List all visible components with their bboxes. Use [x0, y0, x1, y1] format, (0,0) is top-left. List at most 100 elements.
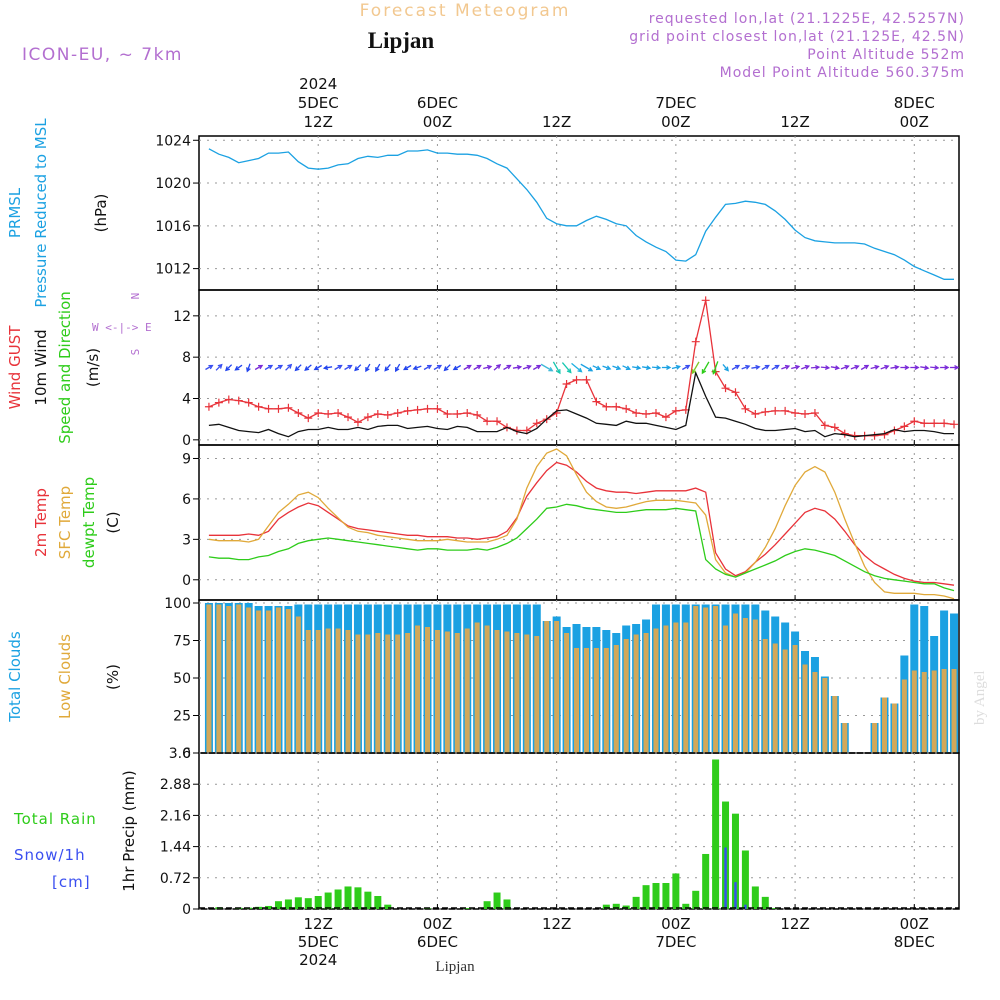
arrow-head [452, 365, 458, 371]
top-tick-label: 2024 [299, 75, 337, 93]
rain-bar [384, 904, 392, 909]
wind-direction-arrow [522, 364, 532, 370]
arrow-head [646, 365, 652, 371]
gust-marker [880, 430, 889, 439]
low-clouds-bar [583, 648, 589, 753]
arrow-head [294, 366, 300, 372]
rain-bar [354, 887, 362, 909]
model-point-altitude: Model Point Altitude 560.375m [720, 65, 965, 81]
low-clouds-bar [335, 628, 341, 753]
compass-west-east: W <-|-> E [92, 321, 152, 334]
wind-direction-arrow [830, 365, 841, 371]
y-tick-label: 100 [164, 596, 191, 612]
rain-bar [493, 892, 501, 909]
snow-bar [744, 904, 747, 909]
low-clouds-bar [415, 625, 421, 753]
y-tick-label: 1012 [155, 262, 191, 278]
low-clouds-bar [802, 664, 808, 753]
gust-marker [701, 296, 710, 305]
low-clouds-bar [693, 606, 699, 753]
wind-direction-arrow [890, 364, 900, 370]
y-tick-label: 6 [182, 492, 191, 508]
gust-marker [403, 406, 412, 415]
precipitation-plot-area [199, 759, 959, 909]
low-clouds-bar [822, 678, 828, 753]
gust-marker [473, 411, 482, 420]
rain-bar [602, 904, 610, 909]
low-clouds-bar [474, 622, 480, 753]
low-clouds-bar [951, 669, 957, 753]
low-clouds-bar [524, 634, 530, 753]
wind-direction-arrow [285, 363, 293, 371]
gust-marker [791, 408, 800, 417]
top-tick-label: 8DEC [894, 94, 935, 112]
gust-marker [334, 408, 343, 417]
gust-marker [304, 414, 313, 423]
gust-marker [920, 419, 929, 428]
watermark: by Angel [972, 670, 988, 725]
arrow-head [246, 367, 251, 373]
low-clouds-bar [434, 630, 440, 753]
2m-temp-line [208, 461, 955, 586]
arrow-head [486, 364, 493, 370]
wind-direction-arrow [580, 363, 594, 372]
rain-bar [334, 889, 342, 909]
y-tick-label: 3 [182, 532, 191, 548]
y-tick-label: 2.16 [160, 808, 191, 824]
arrow-head [636, 365, 642, 371]
rain-bar [741, 850, 749, 909]
gust-marker [532, 419, 541, 428]
wind-direction-arrow [375, 363, 381, 373]
low-clouds-bar [752, 619, 758, 753]
wind-direction-arrow [443, 364, 451, 372]
arrow-head [304, 366, 310, 371]
bottom-tick-label: 7DEC [655, 933, 696, 951]
wind-direction-arrow [850, 364, 860, 370]
low-clouds-bar [723, 625, 729, 753]
bottom-tick-label: 2024 [299, 951, 337, 969]
arrow-head [794, 364, 801, 370]
low-clouds-bar [574, 648, 580, 753]
arrow-head [834, 365, 841, 371]
point-altitude: Point Altitude 552m [807, 47, 965, 63]
wind-direction-arrow [860, 364, 870, 371]
precipitation-panel: 0 0.72 1.44 2.16 2.88 3.6 Total Rain Snow/1h [cm… [13, 746, 960, 918]
arrow-shaft [571, 362, 582, 373]
bottom-tick-label: 12Z [542, 915, 571, 933]
low-clouds-bar [395, 634, 401, 753]
gust-marker [801, 410, 810, 418]
arrow-shaft [701, 361, 710, 374]
top-tick-label: 12Z [542, 113, 571, 131]
wind-direction-arrow [205, 364, 214, 371]
rain-bar [265, 905, 273, 909]
gust-marker [900, 422, 909, 431]
low-clouds-bar [544, 621, 550, 753]
low-clouds-bar [732, 613, 738, 753]
low-clouds-bar [812, 672, 818, 753]
rain-bar [344, 886, 352, 909]
arrow-head [804, 364, 811, 370]
arrow-head [322, 365, 329, 371]
wind-direction-arrow [781, 364, 791, 370]
gust-marker [691, 337, 700, 346]
y-tick-label: 8 [182, 350, 191, 366]
precip-side-label: [cm] [52, 873, 91, 891]
low-clouds-bar [514, 633, 520, 753]
arrow-head [914, 365, 920, 370]
arrow-head [724, 366, 729, 372]
gust-marker [830, 423, 839, 432]
low-clouds-bar [365, 634, 371, 753]
wind-direction-arrow [622, 365, 632, 371]
wind-direction-arrow [412, 365, 422, 371]
temperature-side-label: SFC Temp [56, 486, 74, 559]
gust-marker [632, 408, 641, 417]
arrow-head [944, 365, 950, 370]
arrow-shaft [691, 361, 700, 374]
low-clouds-bar [603, 648, 609, 753]
compass-north: N [129, 293, 142, 300]
rain-bar [364, 891, 372, 909]
temperature-unit-label: (C) [104, 511, 122, 533]
y-tick-label: 0 [182, 746, 191, 762]
wind-direction-arrow [910, 365, 920, 370]
rain-bar [284, 899, 292, 909]
